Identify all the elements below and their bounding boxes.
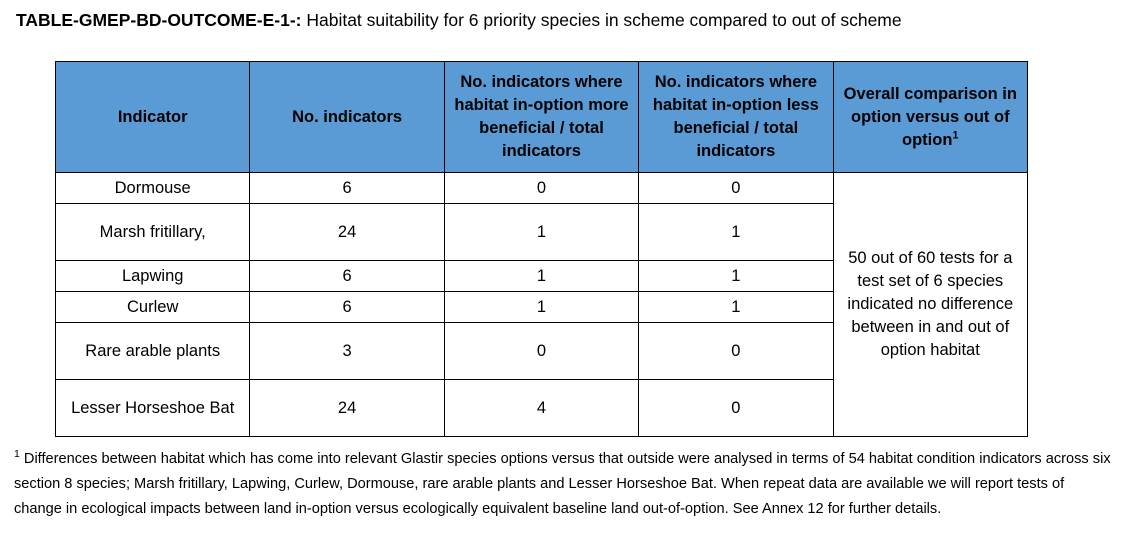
table-code-label: TABLE-GMEP-BD-OUTCOME-E-1-: (16, 10, 302, 30)
cell-no-indicators: 6 (249, 172, 445, 204)
table-row: Lesser Horseshoe Bat 24 4 0 (54, 379, 1028, 437)
footnote-marker: 1 (14, 448, 20, 461)
cell-indicator-name: Rare arable plants (54, 322, 251, 380)
footnote: 1 Differences between habitat which has … (14, 447, 1112, 522)
table-row: Rare arable plants 3 0 0 (54, 322, 1028, 380)
table-row: Marsh fritillary, 24 1 1 (54, 203, 1028, 261)
cell-overall-comparison: 50 out of 60 tests for a test set of 6 s… (832, 172, 1029, 437)
cell-no-indicators: 6 (249, 260, 445, 292)
cell-no-indicators: 3 (249, 322, 445, 380)
page-title: TABLE-GMEP-BD-OUTCOME-E-1-: Habitat suit… (16, 8, 1106, 32)
column-header-overall-text: Overall comparison in option versus out … (843, 84, 1017, 149)
cell-more-beneficial: 4 (443, 379, 640, 437)
column-header-overall-comparison: Overall comparison in option versus out … (832, 61, 1029, 173)
column-header-less-beneficial: No. indicators where habitat in-option l… (638, 61, 834, 173)
footnote-marker-header: 1 (952, 129, 959, 141)
cell-less-beneficial: 1 (638, 203, 834, 261)
column-header-more-beneficial: No. indicators where habitat in-option m… (443, 61, 640, 173)
cell-indicator-name: Lapwing (54, 260, 251, 292)
cell-indicator-name: Marsh fritillary, (54, 203, 251, 261)
cell-indicator-name: Curlew (54, 291, 251, 323)
table-header-row: Indicator No. indicators No. indicators … (54, 61, 1029, 173)
table-row: Dormouse 6 0 0 50 out of 60 tests for a … (54, 172, 1029, 437)
habitat-suitability-table: Indicator No. indicators No. indicators … (54, 61, 1029, 437)
cell-less-beneficial: 1 (638, 260, 834, 292)
footnote-text: Differences between habitat which has co… (14, 451, 1111, 517)
cell-no-indicators: 6 (249, 291, 445, 323)
cell-more-beneficial: 1 (443, 203, 640, 261)
cell-less-beneficial: 1 (638, 291, 834, 323)
table-caption-text: Habitat suitability for 6 priority speci… (301, 10, 902, 30)
cell-indicator-name: Dormouse (54, 172, 251, 204)
cell-no-indicators: 24 (249, 203, 445, 261)
cell-more-beneficial: 0 (443, 322, 640, 380)
cell-less-beneficial: 0 (638, 322, 834, 380)
cell-more-beneficial: 1 (443, 260, 640, 292)
cell-more-beneficial: 0 (443, 172, 640, 204)
cell-more-beneficial: 1 (443, 291, 640, 323)
table-row: Lapwing 6 1 1 (54, 260, 1028, 292)
cell-less-beneficial: 0 (638, 172, 834, 204)
cell-indicator-name: Lesser Horseshoe Bat (54, 379, 251, 437)
table-row: Curlew 6 1 1 (54, 291, 1028, 323)
column-header-no-indicators: No. indicators (249, 61, 445, 173)
cell-less-beneficial: 0 (638, 379, 834, 437)
cell-no-indicators: 24 (249, 379, 445, 437)
column-header-indicator: Indicator (54, 61, 251, 173)
